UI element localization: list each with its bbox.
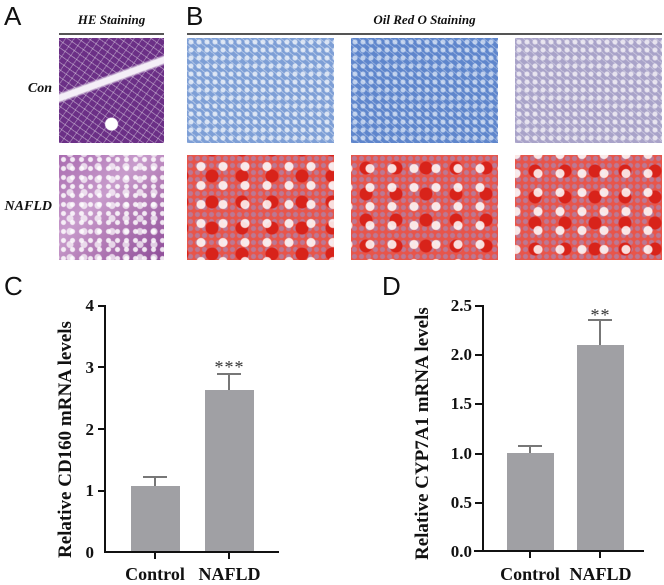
chart-d-xtick-label-nafld: NAFLD — [569, 564, 632, 584]
oro-title-rule — [187, 33, 662, 35]
chart-d-ytick-label: 0.5 — [450, 493, 472, 512]
chart-d-xtick — [529, 552, 531, 558]
chart-c-ytick-label: 3 — [85, 358, 95, 377]
panel-label-b: B — [186, 1, 204, 31]
chart-d-xtick — [599, 552, 601, 558]
chart-d-ytick — [475, 502, 483, 504]
chart-c-error-cap-nafld — [217, 373, 241, 375]
chart-d-error-cap-control — [518, 445, 542, 447]
he-con-micrograph — [59, 38, 164, 143]
chart-d-bar-control — [507, 453, 554, 550]
oil-red-o-title: Oil Red O Staining — [373, 12, 476, 27]
chart-d-ytick-label: 1.0 — [450, 444, 472, 463]
chart-c-ytick-label: 1 — [85, 481, 95, 500]
chart-d-xtick-label-control: Control — [500, 564, 560, 584]
chart-d-error-bar-control — [529, 445, 531, 453]
panel-label-a: A — [4, 1, 22, 31]
chart-c-xtick-label-nafld: NAFLD — [198, 564, 261, 584]
he-nafld-micrograph — [59, 155, 164, 260]
chart-d-ytick-label: 0.0 — [450, 542, 472, 561]
chart-c-bar-control — [131, 486, 180, 551]
chart-c-ytick — [98, 366, 105, 368]
chart-d-ytick — [475, 453, 483, 455]
chart-d-ytick-label: 2.5 — [450, 296, 472, 315]
chart-d-ytick — [475, 403, 483, 405]
chart-d-ytick-label: 1.5 — [450, 394, 472, 413]
panel-label-c: C — [4, 271, 23, 301]
chart-c-xtick-label-control: Control — [125, 564, 185, 584]
chart-c-x-axis — [104, 551, 279, 553]
chart-c-significance: *** — [214, 357, 245, 377]
row-label-con: Con — [27, 81, 52, 96]
chart-c-ytick-label: 4 — [85, 296, 95, 315]
chart-c-xtick — [154, 553, 156, 559]
chart-d-significance: ** — [590, 305, 611, 325]
chart-c-ytick — [98, 428, 105, 430]
oro-nafld-micrograph-2 — [351, 155, 498, 260]
chart-c-y-axis-label: Relative CD160 mRNA levels — [55, 321, 76, 558]
chart-d-ytick — [475, 305, 483, 307]
chart-c-error-bar-nafld — [228, 373, 230, 391]
chart-d-bar-nafld — [577, 345, 624, 550]
chart-d-y-axis — [482, 305, 484, 552]
chart-d-x-axis — [474, 550, 644, 552]
chart-c-ytick-label: 2 — [85, 420, 95, 439]
oro-con-micrograph-2 — [351, 38, 498, 143]
chart-c-y-axis — [104, 305, 106, 553]
chart-d-y-axis-label: Relative CYP7A1 mRNA levels — [412, 307, 433, 560]
chart-d-ytick — [475, 354, 483, 356]
chart-c-error-bar-control — [154, 476, 156, 486]
he-staining-title: HE Staining — [77, 12, 146, 27]
chart-d-ytick-label: 2.0 — [450, 345, 472, 364]
row-label-nafld: NAFLD — [4, 199, 52, 214]
chart-c-ytick-label: 0 — [85, 543, 95, 562]
oro-con-micrograph-3 — [515, 38, 662, 143]
chart-c-xtick — [228, 553, 230, 559]
chart-c-bar-nafld — [205, 390, 254, 551]
chart-d-error-cap-nafld — [588, 319, 612, 321]
he-title-rule — [59, 33, 164, 35]
oro-con-micrograph-1 — [187, 38, 334, 143]
oro-nafld-micrograph-1 — [187, 155, 334, 260]
oro-nafld-micrograph-3 — [515, 155, 662, 260]
chart-c-ytick — [98, 490, 105, 492]
chart-c-error-cap-control — [143, 476, 167, 478]
panel-label-d: D — [382, 271, 401, 301]
chart-c-ytick — [98, 305, 105, 307]
chart-d-error-bar-nafld — [599, 319, 601, 346]
